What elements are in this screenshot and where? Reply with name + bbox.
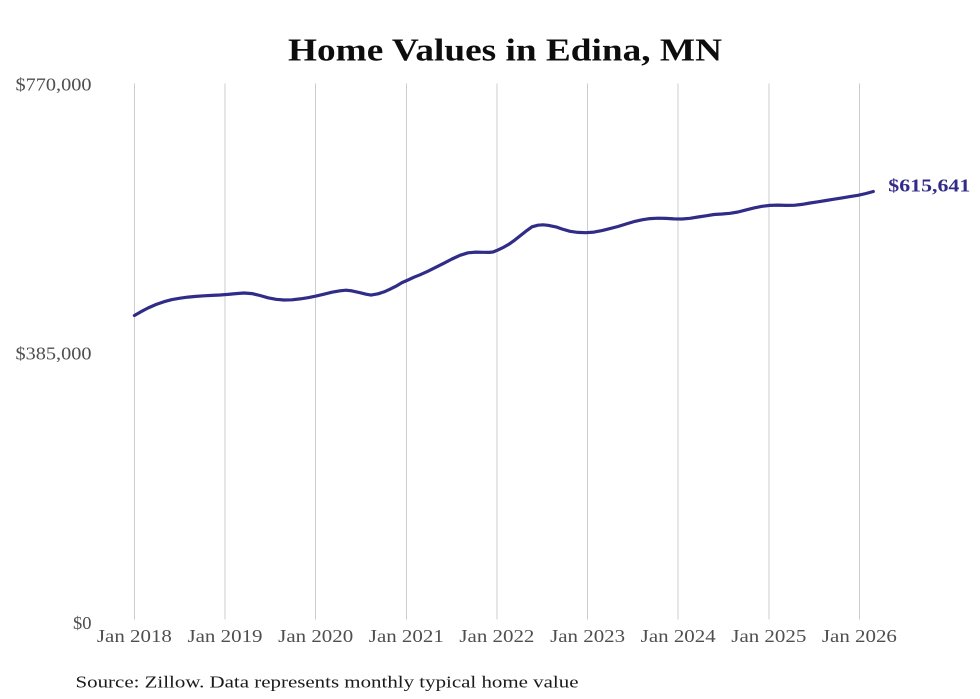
svg-text:Jan 2019: Jan 2019 (188, 626, 263, 646)
svg-text:Jan 2024: Jan 2024 (641, 626, 716, 646)
svg-text:Jan 2018: Jan 2018 (97, 626, 172, 646)
svg-text:$770,000: $770,000 (16, 75, 92, 95)
svg-text:Jan 2022: Jan 2022 (459, 626, 534, 646)
svg-text:Home Values in Edina, MN: Home Values in Edina, MN (288, 32, 722, 68)
svg-text:Jan 2023: Jan 2023 (550, 626, 625, 646)
svg-text:Jan 2021: Jan 2021 (369, 626, 444, 646)
svg-text:Source: Zillow. Data represent: Source: Zillow. Data represents monthly … (76, 672, 579, 691)
svg-text:$615,641: $615,641 (888, 176, 970, 196)
svg-text:Jan 2020: Jan 2020 (278, 626, 353, 646)
svg-text:Jan 2025: Jan 2025 (731, 626, 806, 646)
svg-text:Jan 2026: Jan 2026 (822, 626, 897, 646)
svg-text:$0: $0 (73, 613, 92, 633)
svg-text:$385,000: $385,000 (16, 343, 92, 363)
